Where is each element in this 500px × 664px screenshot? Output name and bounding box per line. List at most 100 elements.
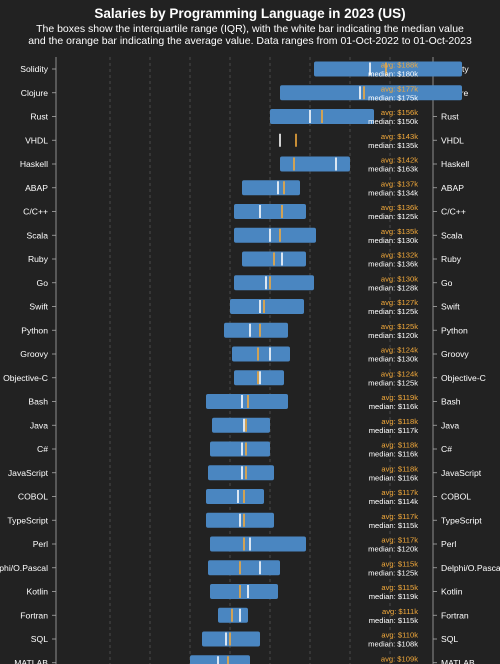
median-value-label: median: $180k: [368, 70, 418, 79]
iqr-box: [212, 417, 270, 433]
median-value-label: median: $175k: [368, 93, 418, 102]
language-label-right: C#: [441, 444, 452, 454]
iqr-box: [234, 275, 314, 291]
iqr-box: [190, 655, 250, 664]
language-label-left: C#: [37, 444, 48, 454]
average-value-label: avg: $117k: [381, 536, 418, 545]
median-value-label: median: $119k: [369, 592, 418, 601]
average-value-label: avg: $110k: [381, 631, 418, 640]
language-label-left: Objective-C: [3, 373, 48, 383]
median-value-label: median: $130k: [368, 236, 418, 245]
language-label-left: COBOL: [18, 492, 48, 502]
average-value-label: avg: $124k: [381, 346, 418, 355]
language-label-right: Rust: [441, 112, 459, 122]
language-label-left: Clojure: [21, 88, 48, 98]
language-label-right: ABAP: [441, 183, 464, 193]
language-label-right: MATLAB: [441, 658, 475, 664]
language-label-left: JavaScript: [8, 468, 49, 478]
median-value-label: median: $135k: [368, 141, 418, 150]
median-value-label: median: $120k: [368, 331, 418, 340]
row-objective-c: Objective-C Objective-C avg: $124kmedian: …: [3, 369, 486, 387]
language-label-right: C/C++: [441, 207, 466, 217]
language-label-right: Haskell: [441, 159, 469, 169]
row-matlab: MATLAB MATLAB avg: $109k: [14, 654, 475, 664]
average-value-label: avg: $111k: [382, 607, 418, 616]
median-value-label: median: $125k: [368, 307, 418, 316]
median-value-label: median: $116k: [369, 450, 418, 459]
iqr-box: [210, 536, 306, 552]
median-value-label: median: $116k: [369, 402, 418, 411]
language-label-left: Solidity: [20, 64, 48, 74]
median-value-label: median: $108k: [368, 640, 418, 649]
language-label-left: Python: [21, 325, 48, 335]
language-label-left: Fortran: [20, 610, 48, 620]
subtitle-line-2: and the orange bar indicating the averag…: [28, 34, 472, 47]
median-value-label: median: $114k: [369, 497, 418, 506]
chart-title: Salaries by Programming Language in 2023…: [94, 6, 406, 21]
average-value-label: avg: $132k: [381, 251, 418, 260]
language-label-right: VHDL: [441, 135, 464, 145]
average-value-label: avg: $188k: [381, 61, 418, 70]
average-value-label: avg: $143k: [381, 132, 418, 141]
median-value-label: median: $163k: [368, 165, 418, 174]
language-label-left: Rust: [30, 112, 48, 122]
average-value-label: avg: $135k: [381, 227, 418, 236]
language-label-left: Swift: [29, 302, 48, 312]
language-label-left: SQL: [31, 634, 48, 644]
median-value-label: median: $120k: [368, 545, 418, 554]
language-label-left: Ruby: [28, 254, 49, 264]
language-label-left: VHDL: [25, 135, 48, 145]
language-label-right: JavaScript: [441, 468, 482, 478]
language-label-left: Scala: [27, 230, 49, 240]
average-value-label: avg: $124k: [381, 369, 418, 378]
iqr-box: [242, 180, 300, 196]
language-label-left: Bash: [28, 397, 48, 407]
median-value-label: median: $128k: [368, 283, 418, 292]
average-value-label: avg: $177k: [381, 84, 418, 93]
language-label-right: Kotlin: [441, 587, 463, 597]
average-value-label: avg: $118k: [381, 441, 418, 450]
axis-frames: [55, 57, 434, 664]
iqr-box: [208, 465, 274, 481]
language-label-left: Perl: [33, 539, 48, 549]
iqr-box: [206, 489, 264, 504]
language-label-right: SQL: [441, 634, 458, 644]
language-label-right: Java: [441, 420, 459, 430]
median-value-label: median: $125k: [368, 568, 418, 577]
language-label-right: Bash: [441, 397, 461, 407]
average-value-label: avg: $125k: [381, 322, 418, 331]
language-label-right: TypeScript: [441, 515, 482, 525]
average-value-label: avg: $119k: [381, 393, 418, 402]
median-value-label: median: $117k: [369, 426, 418, 435]
language-label-right: COBOL: [441, 492, 471, 502]
iqr-box: [280, 156, 350, 172]
language-label-right: Fortran: [441, 610, 469, 620]
average-value-label: avg: $136k: [381, 203, 418, 212]
chart-subtitle: The boxes show the interquartile range (…: [0, 23, 500, 47]
median-value-label: median: $130k: [368, 355, 418, 364]
iqr-box: [218, 607, 248, 623]
median-value-label: median: $150k: [368, 117, 418, 126]
row-delphi-o-pascal: Delphi/O.Pascal Delphi/O.Pascal avg: $115k…: [0, 559, 500, 577]
language-label-left: MATLAB: [14, 658, 48, 664]
average-value-label: avg: $130k: [381, 274, 418, 283]
median-value-label: median: $115k: [369, 521, 418, 530]
